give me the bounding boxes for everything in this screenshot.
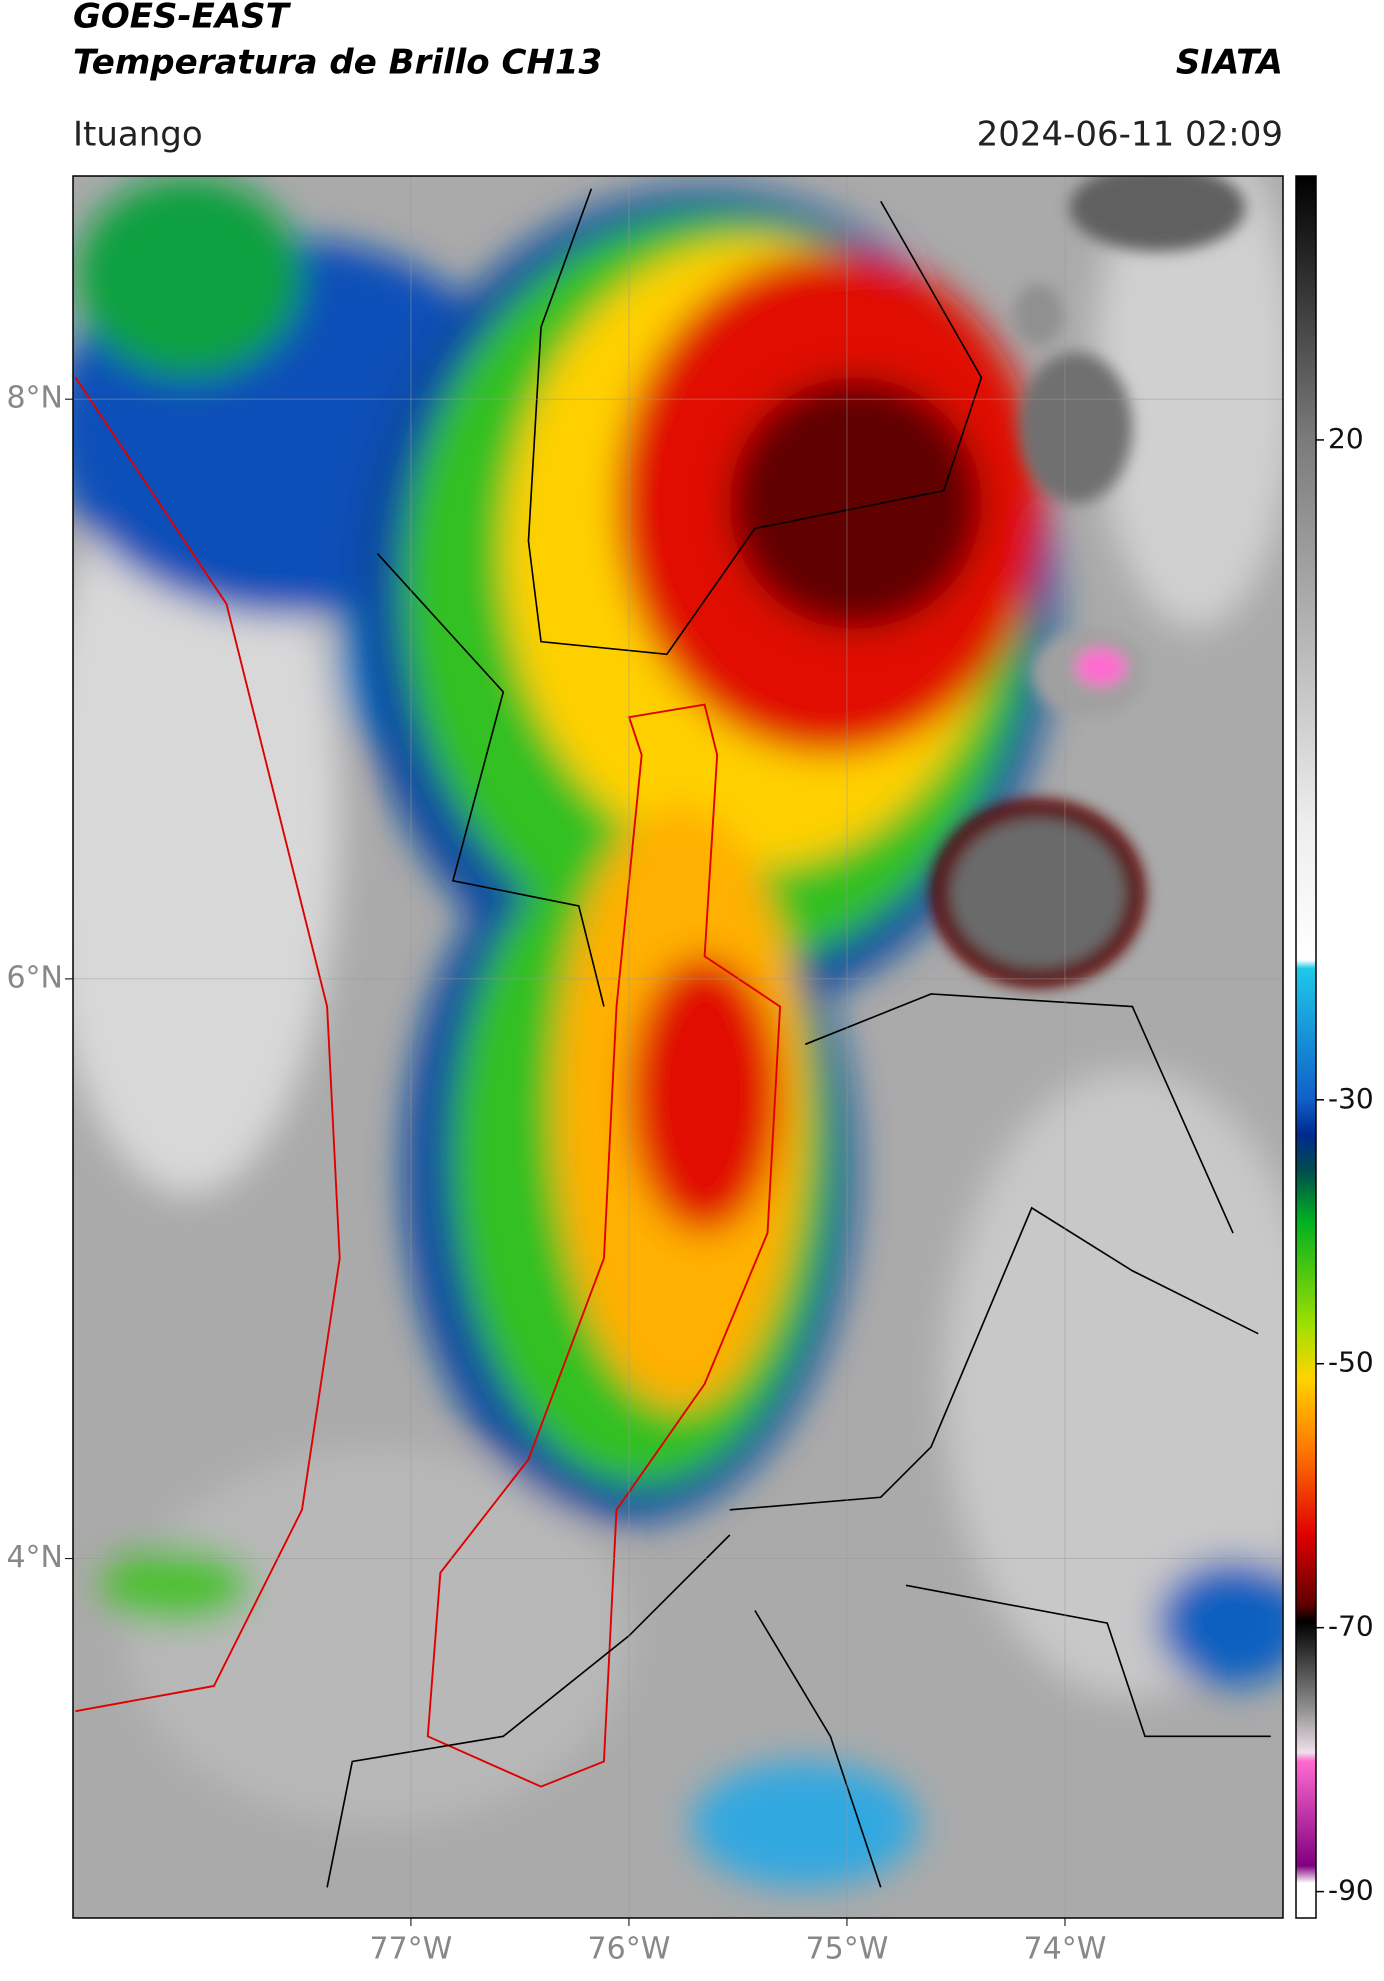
graticule <box>73 176 1283 1918</box>
colorbar-label: -50 <box>1328 1346 1374 1379</box>
x-tick-label: 76°W <box>588 1932 671 1967</box>
y-tick-label: 8°N <box>6 381 63 416</box>
y-tick-label: 4°N <box>6 1540 63 1575</box>
colorbar-label: -70 <box>1328 1610 1374 1643</box>
map-frame <box>72 175 1284 1919</box>
location: Ituango <box>73 115 203 155</box>
y-tick-label: 6°N <box>6 960 63 995</box>
x-tick-label: 75°W <box>806 1932 889 1967</box>
organization: SIATA <box>1176 43 1283 83</box>
colorbar-label: -30 <box>1328 1082 1374 1115</box>
x-tick-label: 74°W <box>1024 1932 1107 1967</box>
colorbar-label: -90 <box>1328 1874 1374 1907</box>
timestamp: 2024-06-11 02:09 <box>977 115 1283 155</box>
x-tick-label: 77°W <box>370 1932 453 1967</box>
satellite: GOES-EAST <box>73 0 292 37</box>
product: Temperatura de Brillo CH13 <box>73 43 602 83</box>
colorbar-label: 20 <box>1328 422 1364 455</box>
satellite-image <box>73 176 1283 1918</box>
colorbar <box>1295 175 1317 1919</box>
